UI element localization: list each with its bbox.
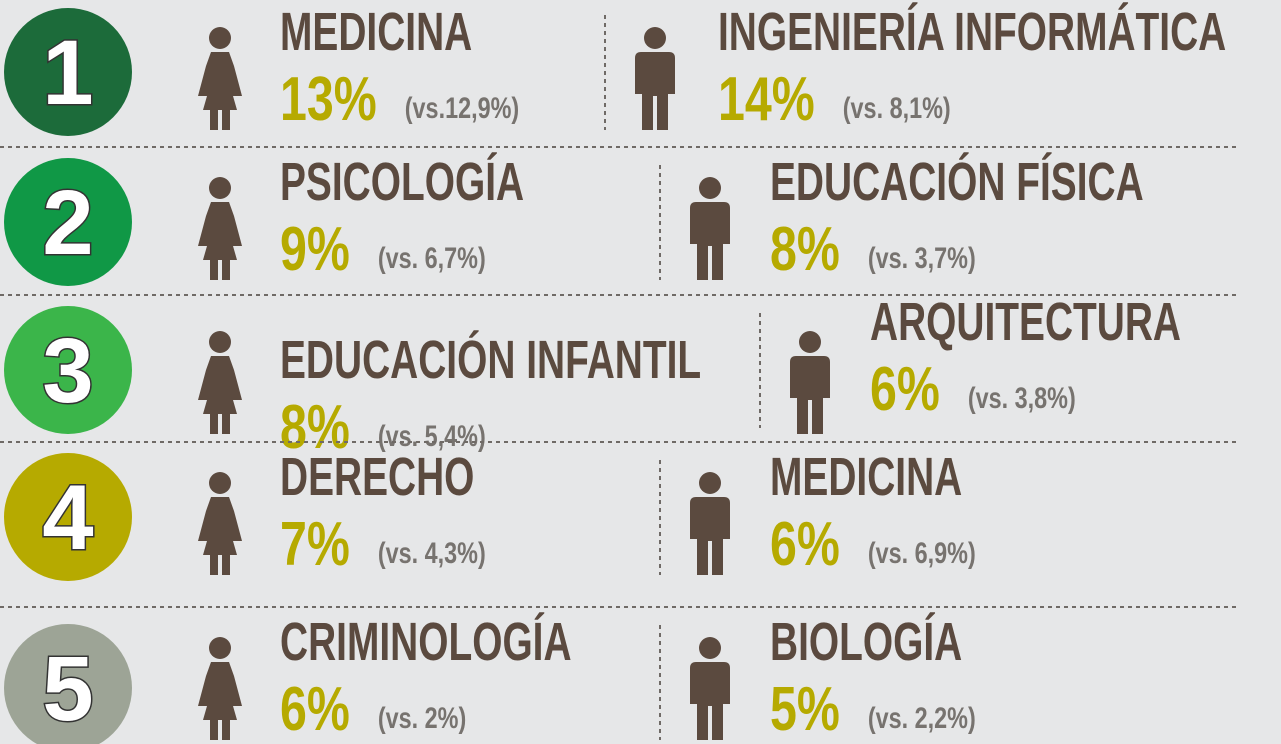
male-icon — [790, 331, 830, 434]
percent: 6% — [870, 354, 940, 423]
subject: DERECHO — [280, 446, 474, 507]
percent: 6% — [770, 509, 840, 578]
subject: PSICOLOGÍA — [280, 151, 524, 212]
female-icon — [198, 27, 242, 130]
male-icon — [690, 472, 730, 575]
female-icon — [198, 472, 242, 575]
rank-badge — [4, 306, 132, 434]
percent: 8% — [280, 392, 350, 461]
comparison: (vs. 5,4%) — [378, 419, 486, 452]
comparison: (vs. 4,3%) — [378, 536, 486, 569]
subject: ARQUITECTURA — [870, 291, 1181, 352]
comparison: (vs. 3,7%) — [868, 241, 976, 274]
female-icon — [198, 637, 242, 740]
subject: MEDICINA — [770, 446, 962, 507]
comparison: (vs. 8,1%) — [843, 91, 951, 124]
subject: INGENIERÍA INFORMÁTICA — [718, 1, 1226, 62]
comparison: (vs. 6,9%) — [868, 536, 976, 569]
comparison: (vs. 3,8%) — [968, 381, 1076, 414]
male-icon — [635, 27, 675, 130]
rank-number: 4 — [42, 467, 93, 569]
rank-number: 1 — [42, 22, 93, 124]
female-icon — [198, 331, 242, 434]
percent: 13% — [280, 64, 377, 133]
subject: EDUCACIÓN INFANTIL — [280, 329, 701, 390]
female-icon — [198, 177, 242, 280]
percent: 7% — [280, 509, 350, 578]
rank-number: 5 — [42, 638, 93, 740]
rank-badge — [4, 158, 132, 286]
subject: MEDICINA — [280, 1, 472, 62]
rank-number: 2 — [42, 172, 93, 274]
comparison: (vs. 6,7%) — [378, 241, 486, 274]
rank-badge — [4, 8, 132, 136]
percent: 14% — [718, 64, 815, 133]
comparison: (vs. 2%) — [378, 701, 466, 734]
percent: 5% — [770, 674, 840, 743]
male-icon — [690, 177, 730, 280]
percent: 9% — [280, 214, 350, 283]
rank-number: 3 — [42, 320, 93, 422]
percent: 8% — [770, 214, 840, 283]
male-icon — [690, 637, 730, 740]
comparison: (vs.12,9%) — [405, 91, 519, 124]
subject: CRIMINOLOGÍA — [280, 611, 572, 672]
rank-badge — [4, 453, 132, 581]
rank-badge — [4, 624, 132, 744]
comparison: (vs. 2,2%) — [868, 701, 976, 734]
percent: 6% — [280, 674, 350, 743]
subject: BIOLOGÍA — [770, 611, 962, 672]
subject: EDUCACIÓN FÍSICA — [770, 151, 1144, 212]
